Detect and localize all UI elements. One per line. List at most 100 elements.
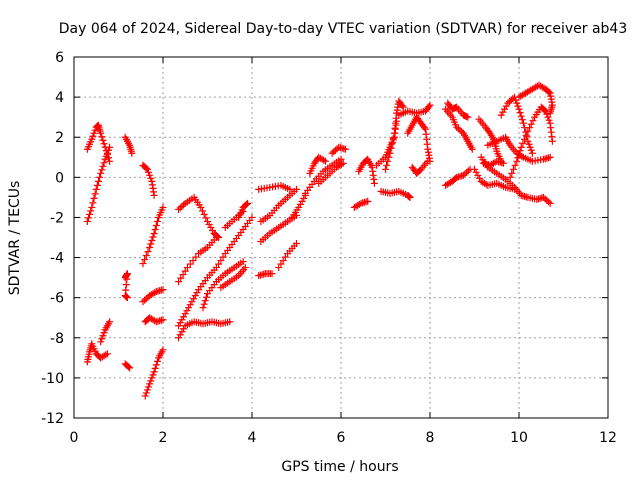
data-point bbox=[506, 98, 514, 106]
data-point bbox=[508, 169, 516, 177]
data-point bbox=[91, 190, 99, 198]
data-series bbox=[255, 270, 276, 280]
data-point bbox=[150, 191, 158, 199]
data-series bbox=[257, 185, 300, 225]
y-tick-label: 6 bbox=[55, 50, 64, 66]
data-series bbox=[199, 258, 247, 312]
data-point bbox=[239, 207, 247, 215]
y-tick-label: 0 bbox=[55, 170, 64, 186]
data-series bbox=[442, 165, 474, 189]
data-point bbox=[125, 363, 133, 371]
data-point bbox=[212, 264, 220, 272]
data-point bbox=[180, 313, 188, 321]
data-point bbox=[517, 143, 525, 151]
data-point bbox=[153, 357, 161, 365]
data-point bbox=[426, 101, 434, 109]
data-point bbox=[83, 217, 91, 225]
data-point bbox=[529, 117, 537, 125]
data-point bbox=[519, 119, 527, 127]
data-point bbox=[98, 166, 106, 174]
x-tick-label: 6 bbox=[337, 430, 346, 446]
data-point bbox=[186, 301, 194, 309]
data-point bbox=[544, 113, 552, 121]
data-point bbox=[513, 157, 521, 165]
data-point bbox=[147, 377, 155, 385]
data-series bbox=[301, 155, 345, 197]
data-point bbox=[142, 252, 150, 260]
data-point bbox=[338, 160, 346, 168]
data-point bbox=[518, 116, 526, 124]
data-point bbox=[386, 149, 394, 157]
data-point bbox=[226, 318, 234, 326]
data-point bbox=[106, 157, 114, 165]
data-point bbox=[244, 199, 252, 207]
data-point bbox=[139, 260, 147, 268]
y-axis-label: SDTVAR / TECUs bbox=[7, 181, 23, 296]
data-point bbox=[159, 286, 167, 294]
data-series bbox=[121, 133, 136, 157]
data-point bbox=[189, 257, 197, 265]
data-series bbox=[506, 103, 556, 181]
data-point bbox=[514, 102, 522, 110]
data-point bbox=[148, 374, 156, 382]
data-point bbox=[546, 153, 554, 161]
data-series bbox=[444, 99, 472, 121]
data-series bbox=[217, 264, 249, 292]
data-point bbox=[128, 149, 136, 157]
data-point bbox=[97, 129, 105, 137]
data-point bbox=[293, 185, 300, 193]
data-point bbox=[106, 143, 114, 151]
data-point bbox=[146, 171, 154, 179]
data-point bbox=[504, 99, 512, 107]
data-point bbox=[217, 257, 225, 265]
data-point bbox=[275, 264, 283, 272]
data-point bbox=[145, 168, 153, 176]
y-tick-label: -8 bbox=[50, 331, 64, 347]
data-point bbox=[151, 364, 159, 372]
data-point bbox=[87, 207, 95, 215]
data-point bbox=[146, 380, 154, 388]
data-point bbox=[90, 129, 98, 137]
data-point bbox=[142, 295, 150, 303]
data-point bbox=[147, 174, 155, 182]
data-point bbox=[183, 307, 191, 315]
data-series bbox=[141, 314, 167, 326]
data-point bbox=[201, 297, 209, 305]
data-point bbox=[86, 210, 94, 218]
data-point bbox=[241, 264, 249, 272]
data-point bbox=[521, 135, 529, 143]
data-series bbox=[350, 197, 372, 211]
data-point bbox=[525, 140, 533, 148]
data-point bbox=[90, 194, 98, 202]
data-series bbox=[355, 155, 378, 187]
data-point bbox=[176, 319, 184, 327]
data-series bbox=[404, 113, 434, 165]
data-point bbox=[191, 292, 199, 300]
data-point bbox=[471, 165, 478, 173]
data-point bbox=[464, 167, 472, 175]
data-point bbox=[101, 155, 109, 163]
x-tick-label: 10 bbox=[510, 430, 528, 446]
data-series bbox=[121, 360, 134, 372]
data-series bbox=[175, 318, 234, 342]
data-point bbox=[514, 154, 522, 162]
data-point bbox=[461, 170, 469, 178]
data-point bbox=[277, 260, 285, 268]
data-point bbox=[192, 253, 200, 261]
data-point bbox=[468, 145, 476, 153]
data-point bbox=[100, 329, 108, 337]
data-series bbox=[83, 143, 114, 225]
x-tick-label: 4 bbox=[248, 430, 257, 446]
data-point bbox=[513, 99, 521, 107]
data-point bbox=[239, 258, 247, 266]
data-point bbox=[96, 173, 104, 181]
data-point bbox=[152, 361, 160, 369]
data-series bbox=[139, 203, 167, 268]
data-point bbox=[190, 295, 198, 303]
data-point bbox=[123, 294, 131, 302]
data-point bbox=[214, 232, 222, 240]
data-point bbox=[515, 105, 523, 113]
data-point bbox=[383, 161, 391, 169]
data-point bbox=[207, 223, 215, 231]
